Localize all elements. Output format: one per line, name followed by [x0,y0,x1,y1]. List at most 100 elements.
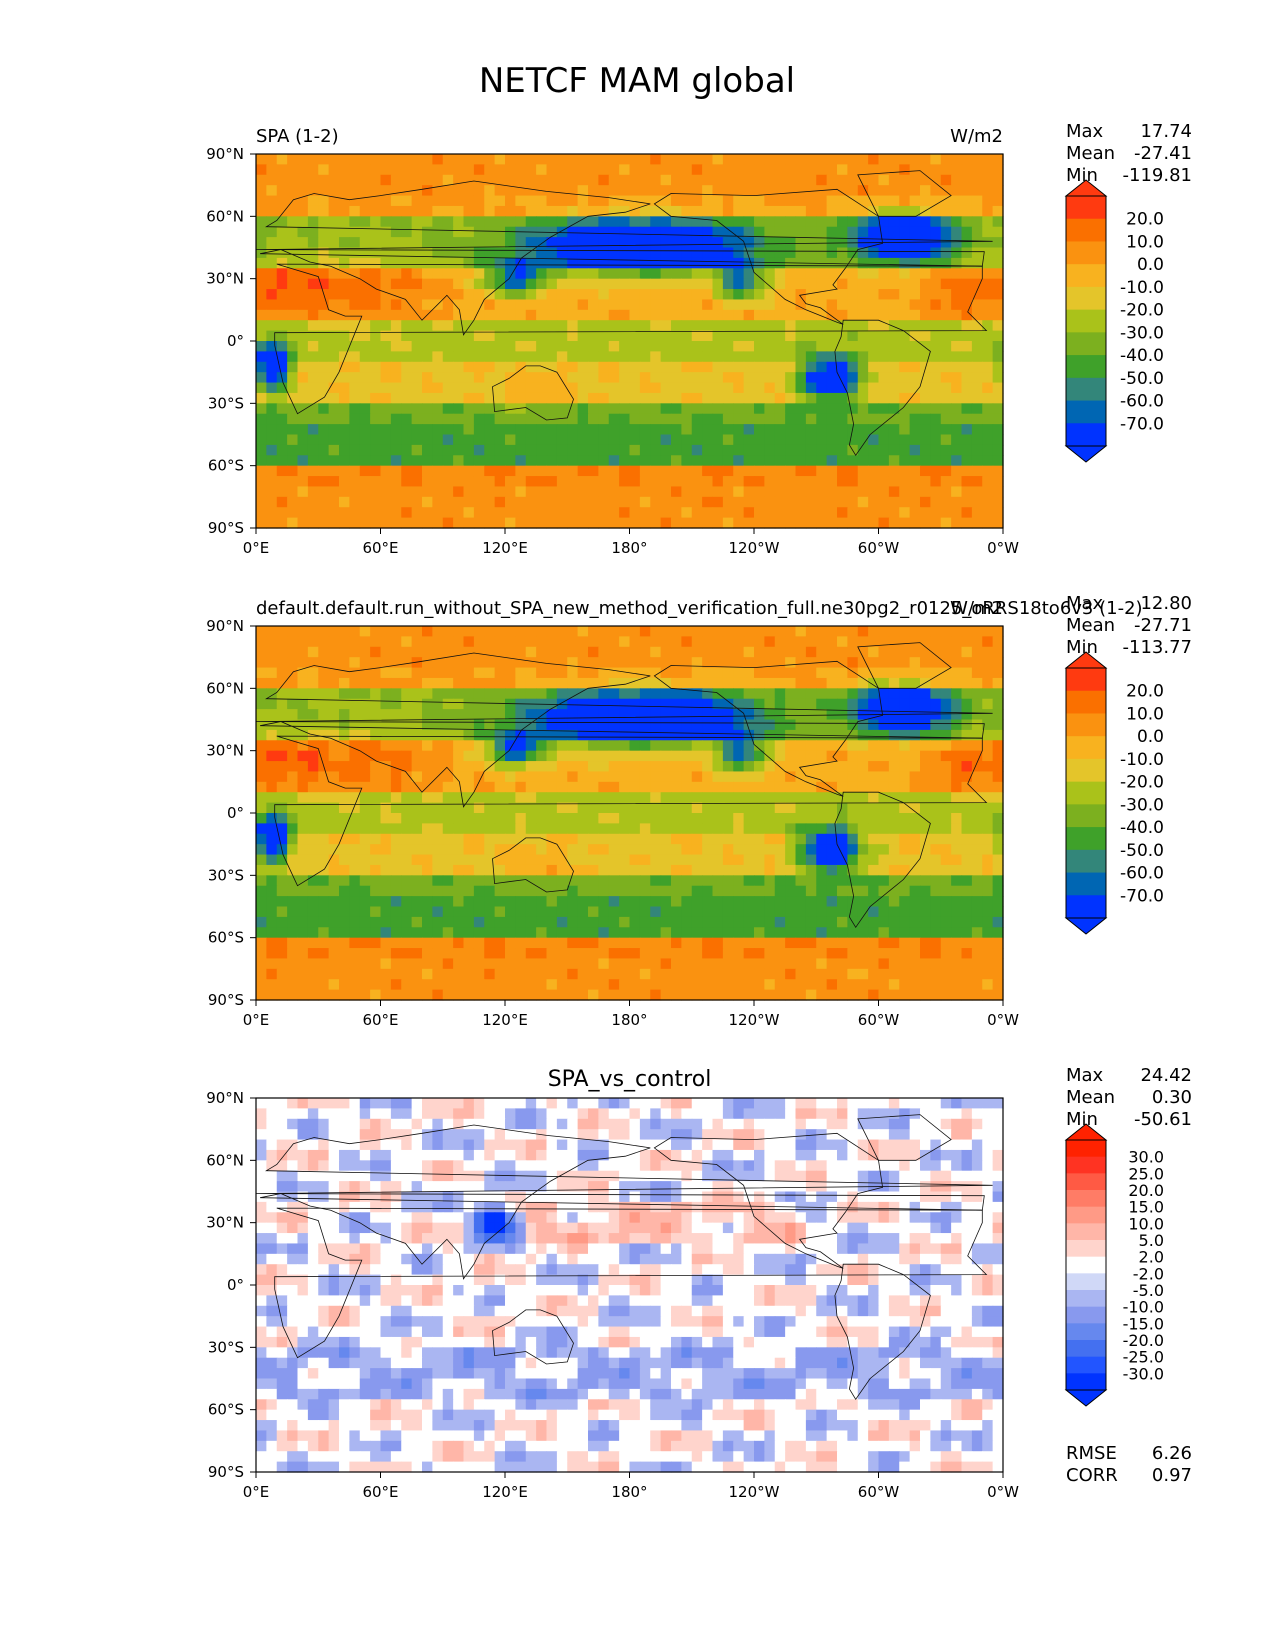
x-tick-label: 180° [611,539,647,557]
stat-label-rmse: RMSE [1066,1443,1117,1464]
y-axis: 90°N 60°N 30°N 0° 30°S 60°S 90°S [206,145,256,537]
colorbar-bin [1066,758,1106,783]
colorbar-bin [1066,690,1106,714]
colorbar-extend-min [1064,445,1108,463]
colorbar-bin [1066,1323,1106,1341]
colorbar-tick-label: -10.0 [1120,750,1164,770]
x-tick-label: 120°E [482,1011,528,1029]
colorbar-bin [1066,713,1106,737]
colorbar-bin [1066,895,1106,919]
stat-value-mean: 0.30 [1152,1087,1192,1108]
colorbar-tick-label: 15.0 [1128,1198,1164,1217]
colorbar-tick-label: 30.0 [1128,1148,1164,1167]
colorbar-bin [1066,1256,1106,1274]
colorbar-bin [1066,736,1106,760]
x-tick-label: 0°W [987,539,1019,557]
y-tick-label: 60°S [208,929,244,947]
colorbar-tick-label: -25.0 [1123,1348,1164,1367]
colorbar-bin [1066,1306,1106,1324]
colorbar-bin [1066,1340,1106,1358]
field-heatmap [256,1098,1004,1473]
colorbar-tick-label: -30.0 [1123,1364,1164,1383]
x-tick-label: 0°E [243,539,270,557]
colorbar-tick-label: 20.0 [1126,210,1164,230]
colorbar-bin [1066,1356,1106,1374]
colorbar-bin [1066,355,1106,379]
stat-value-mean: -27.41 [1134,143,1192,164]
colorbar: 20.010.0 0.0 -10.0 -20.0-30.0 -40.0 -50.0 -60.… [1064,651,1164,935]
colorbar-tick-label: -70.0 [1120,886,1164,906]
x-tick-label: 180° [611,1483,647,1501]
stat-label-mean: Mean [1066,143,1115,164]
y-tick-label: 0° [227,332,244,350]
y-tick-label: 90°S [208,519,244,537]
stat-label-min: Min [1066,1109,1098,1130]
colorbar-bin [1066,1273,1106,1291]
stat-label-max: Max [1066,593,1104,614]
panel-left-title: SPA (1-2) [256,126,339,147]
colorbar-tick-label: 5.0 [1139,1231,1164,1250]
extra-stats-block: RMSE 6.26 CORR 0.97 [1066,1443,1192,1486]
colorbar-tick-label: -60.0 [1120,864,1164,884]
colorbar-tick-label: -30.0 [1120,795,1164,815]
colorbar-extend-min [1064,1389,1108,1407]
colorbar-bin [1066,1373,1106,1391]
colorbar-frame [1065,667,1107,919]
colorbar-bin [1066,1290,1106,1308]
panel-units: W/m2 [950,126,1003,147]
colorbar-bin [1066,377,1106,402]
stat-value-rmse: 6.26 [1152,1443,1192,1464]
stat-label-min: Min [1066,637,1098,658]
colorbar-tick-label: -50.0 [1120,369,1164,389]
stat-value-min: -119.81 [1123,165,1192,186]
colorbar-tick-label: 10.0 [1128,1214,1164,1233]
colorbar-tick-label: -10.0 [1123,1298,1164,1317]
colorbar-tick-label: -10.0 [1120,278,1164,298]
colorbar-extend-min [1064,917,1108,935]
y-tick-label: 30°S [208,866,244,884]
y-tick-label: 0° [227,1276,244,1294]
colorbar-tick-label: -15.0 [1123,1314,1164,1333]
y-tick-label: 60°N [206,679,244,697]
y-axis: 90°N 60°N 30°N 0° 30°S 60°S 90°S [206,1089,256,1481]
colorbar-bin [1066,668,1106,692]
colorbar-tick-label: -60.0 [1120,392,1164,412]
x-tick-label: 0°E [243,1483,270,1501]
x-tick-label: 60°E [362,1483,398,1501]
colorbar: 20.010.0 0.0 -10.0 -20.0-30.0 -40.0 -50.0 -60.… [1064,179,1164,463]
colorbar-tick-label: 20.0 [1126,682,1164,702]
stat-value-mean: -27.71 [1134,615,1192,636]
colorbar-bin [1066,241,1106,265]
figure-title: NETCF MAM global [479,61,795,101]
x-tick-label: 120°W [729,1011,780,1029]
y-tick-label: 30°N [206,270,244,288]
field-heatmap [256,154,1004,529]
colorbar-bin [1066,218,1106,242]
stat-value-max: 17.74 [1140,121,1192,142]
colorbar-tick-label: -50.0 [1120,841,1164,861]
y-axis: 90°N 60°N 30°N 0° 30°S 60°S 90°S [206,617,256,1009]
field-heatmap [256,626,1004,1001]
x-tick-label: 120°E [482,1483,528,1501]
y-tick-label: 90°N [206,617,244,635]
colorbar-bin [1066,309,1106,333]
colorbar-bin [1066,332,1106,356]
stat-label-mean: Mean [1066,615,1115,636]
y-tick-label: 90°S [208,991,244,1009]
x-axis: 0°E 60°E 120°E 180° 120°W 60°W 0°W [243,1000,1019,1029]
colorbar: 30.025.020.015.010.05.02.0-2.0-5.0-10.0-… [1064,1123,1164,1407]
x-tick-label: 120°W [729,1483,780,1501]
x-tick-label: 60°W [858,1011,900,1029]
colorbar-tick-label: -20.0 [1120,773,1164,793]
colorbar-tick-label: -2.0 [1133,1264,1164,1283]
stat-value-min: -113.77 [1123,637,1192,658]
x-tick-label: 120°W [729,539,780,557]
stat-label-max: Max [1066,1065,1104,1086]
colorbar-tick-label: 20.0 [1128,1181,1164,1200]
stat-label-corr: CORR [1066,1465,1118,1486]
y-tick-label: 90°N [206,145,244,163]
colorbar-bin [1066,1140,1106,1158]
colorbar-bin [1066,827,1106,851]
